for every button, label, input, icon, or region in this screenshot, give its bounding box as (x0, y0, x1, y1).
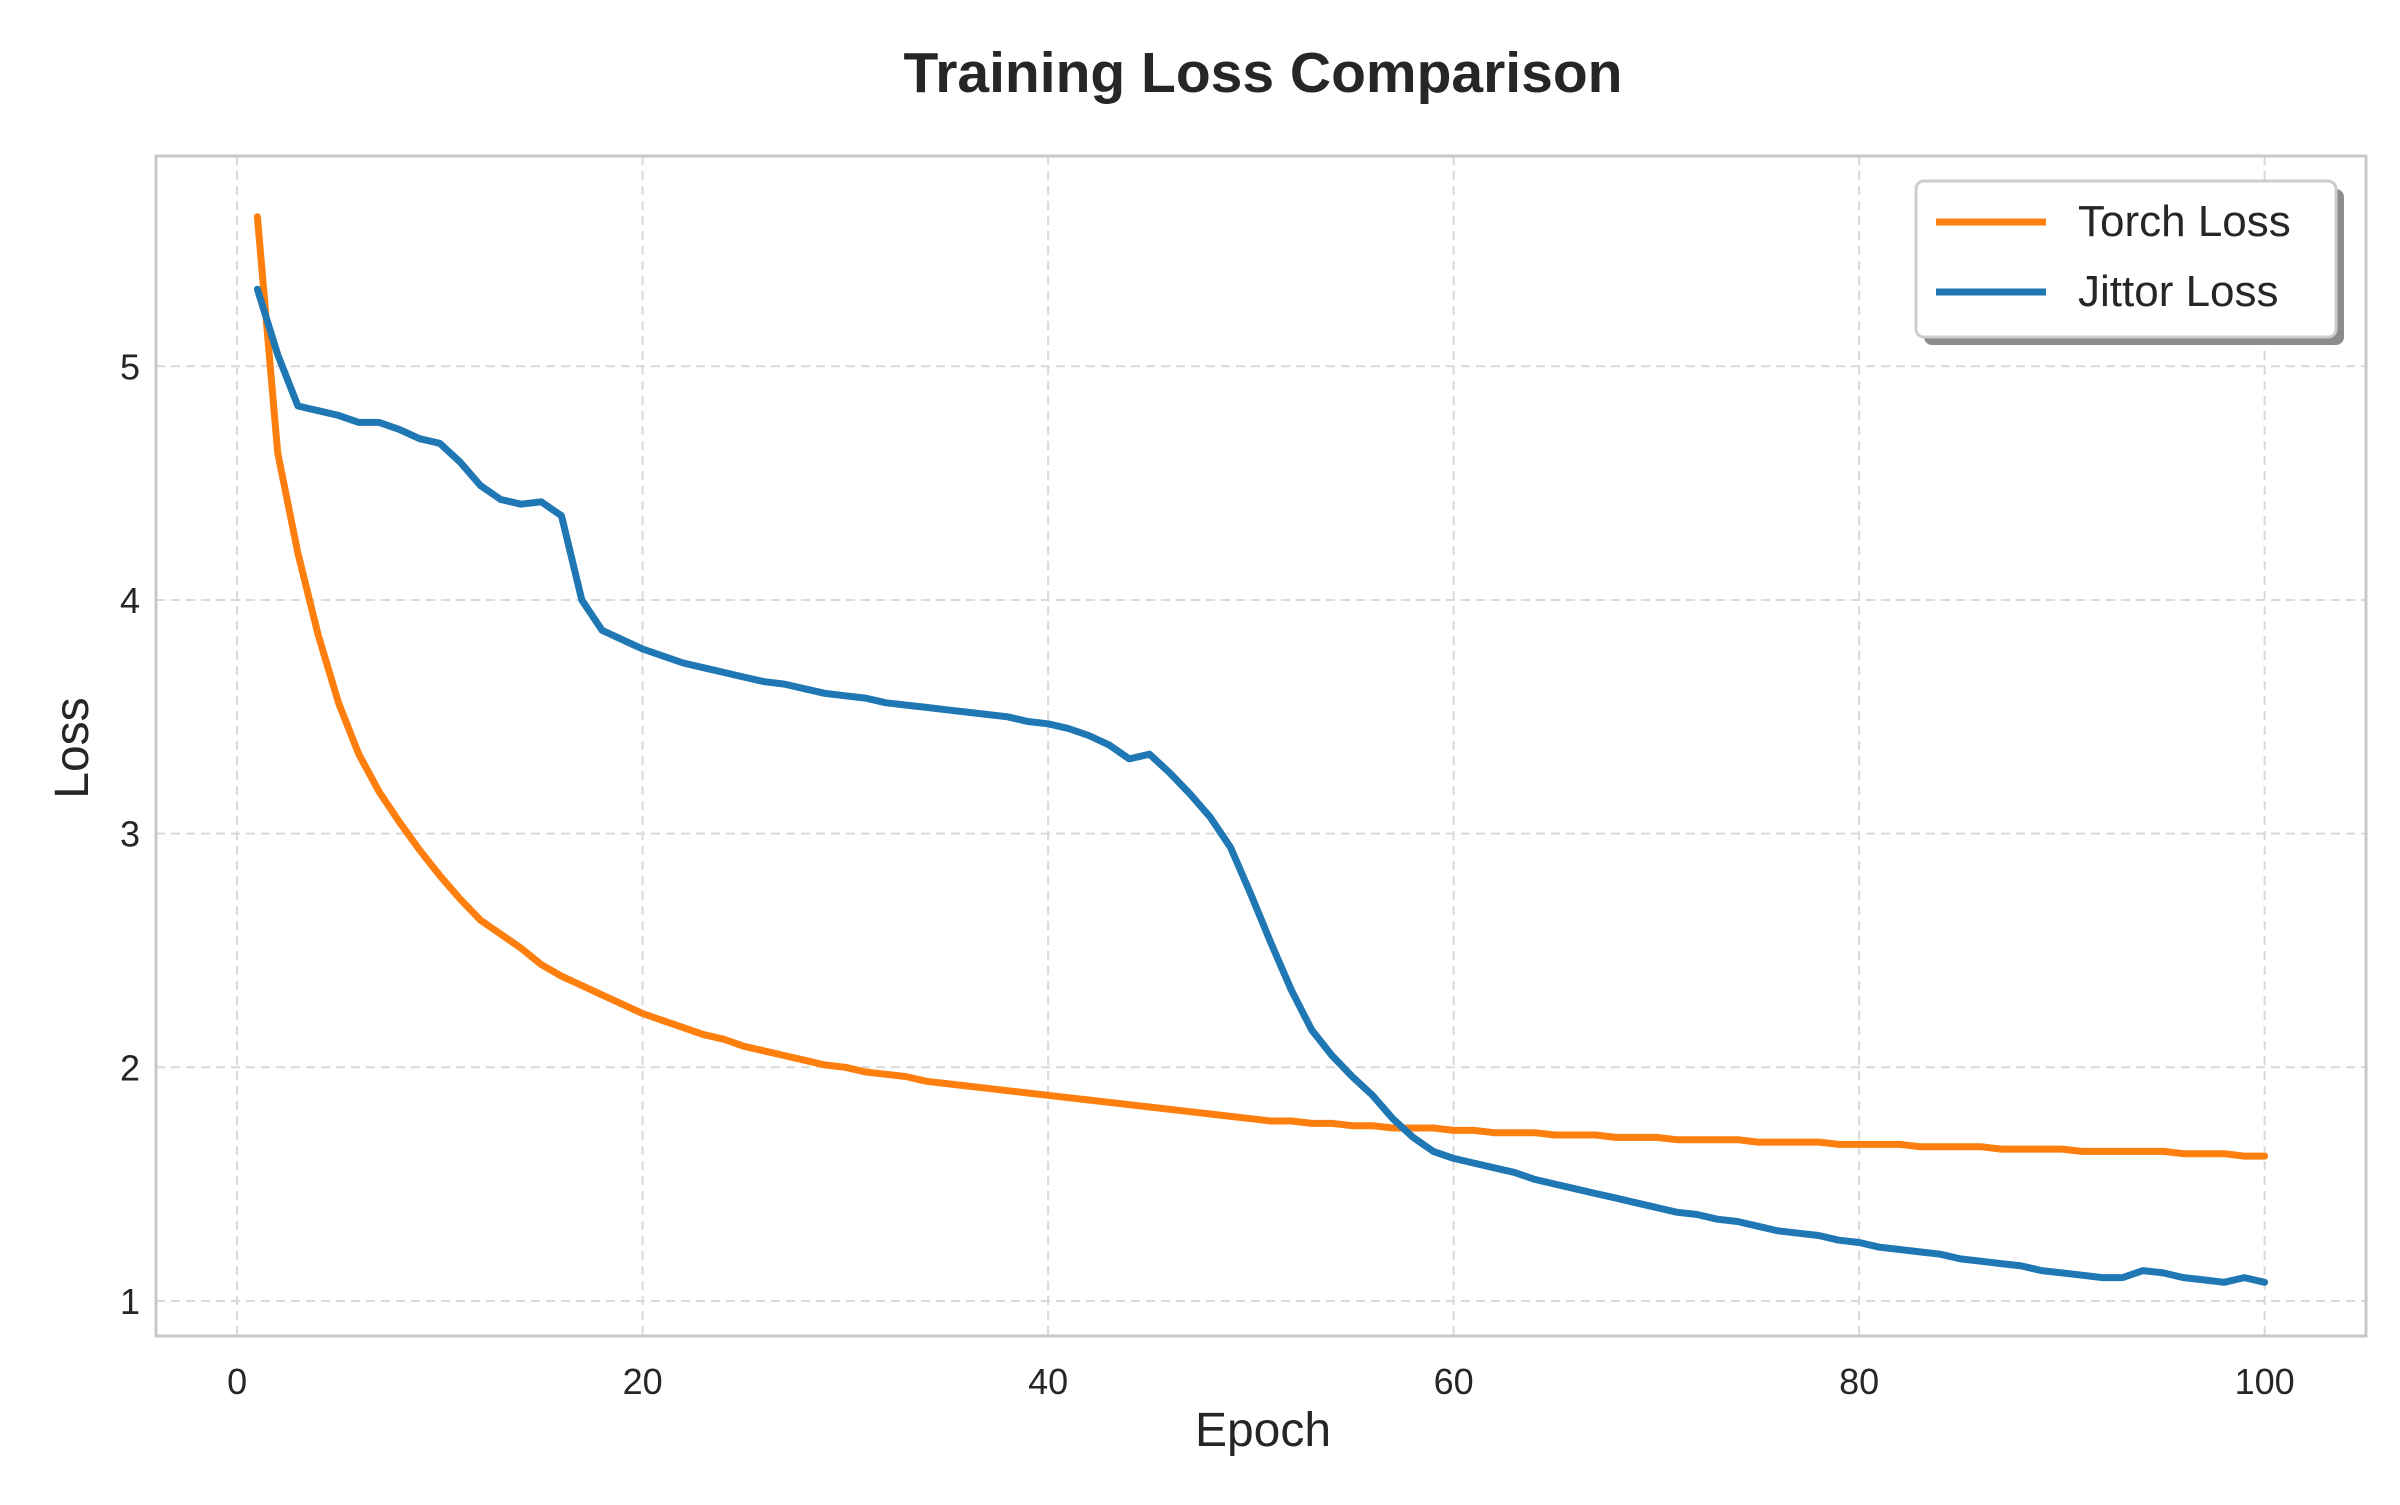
y-tick-label: 5 (120, 346, 140, 387)
x-tick-label: 100 (2235, 1361, 2295, 1402)
legend: Torch Loss Jittor Loss (1914, 179, 2344, 345)
series-line-torch-loss (253, 213, 2269, 1160)
series-lines (253, 213, 2269, 1286)
legend-label-torch: Torch Loss (2078, 197, 2291, 246)
x-tick-label: 60 (1434, 1361, 1474, 1402)
y-tick-label: 2 (120, 1047, 140, 1088)
x-tick-label: 0 (227, 1361, 247, 1402)
x-axis-ticks: 0 20 40 60 80 100 (227, 1361, 2295, 1402)
chart-title: Training Loss Comparison (904, 41, 1623, 105)
y-tick-label: 1 (120, 1281, 140, 1322)
y-axis-label: Loss (46, 697, 99, 798)
y-tick-label: 3 (120, 814, 140, 855)
x-tick-label: 40 (1028, 1361, 1068, 1402)
x-axis-label: Epoch (1195, 1404, 1331, 1457)
y-axis-ticks: 1 2 3 4 5 (120, 346, 140, 1322)
plot-frame (154, 154, 2368, 1338)
legend-label-jittor: Jittor Loss (2078, 267, 2279, 316)
grid-lines (156, 156, 2366, 1336)
x-tick-label: 80 (1839, 1361, 1879, 1402)
series-line-jittor-loss (253, 285, 2269, 1286)
y-tick-label: 4 (120, 580, 140, 621)
x-tick-label: 20 (623, 1361, 663, 1402)
